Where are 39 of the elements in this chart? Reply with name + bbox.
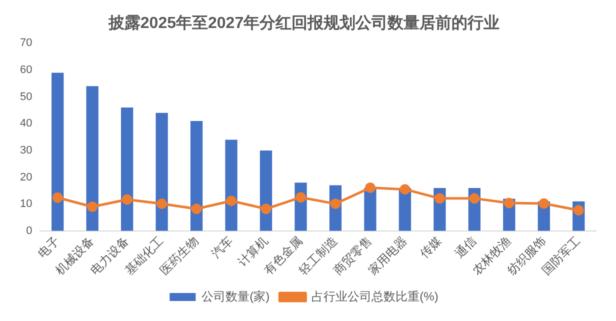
bar — [260, 150, 272, 231]
x-tick-label: 电子 — [35, 234, 62, 260]
y-tick-label: 50 — [20, 90, 32, 103]
y-tick-label: 0 — [26, 224, 32, 237]
point — [260, 204, 272, 214]
bar — [364, 188, 376, 231]
point — [504, 198, 514, 208]
y-tick-label: 60 — [20, 64, 32, 76]
point — [469, 193, 480, 204]
point — [87, 201, 98, 212]
point — [330, 198, 341, 210]
point — [226, 196, 237, 206]
y-tick-label: 20 — [20, 171, 32, 184]
point — [434, 193, 445, 204]
y-tick-label: 70 — [20, 37, 32, 50]
bar — [225, 140, 238, 231]
y-tick-label: 30 — [20, 144, 32, 156]
point — [296, 192, 306, 203]
point — [400, 184, 410, 195]
point — [122, 194, 132, 205]
legend-label: 占行业公司总数比重(%) — [312, 289, 438, 304]
point — [191, 204, 202, 214]
point — [52, 192, 63, 203]
legend-label: 公司数量(家) — [202, 289, 270, 304]
bar — [190, 120, 203, 231]
x-tick-label: 汽车 — [208, 234, 236, 260]
point — [538, 198, 550, 209]
bar — [120, 108, 134, 231]
chart-title: 披露2025年至2027年分红回报规划公司数量居前的行业 — [107, 14, 500, 32]
bar — [156, 112, 168, 231]
bar — [86, 86, 98, 231]
y-tick-label: 40 — [20, 118, 32, 130]
y-tick-label: 10 — [20, 198, 32, 210]
point — [573, 204, 584, 216]
point — [156, 198, 168, 210]
x-tick-label: 传媒 — [417, 234, 444, 260]
x-tick-label: 通信 — [452, 234, 479, 260]
bar — [52, 72, 64, 231]
point — [364, 182, 376, 193]
